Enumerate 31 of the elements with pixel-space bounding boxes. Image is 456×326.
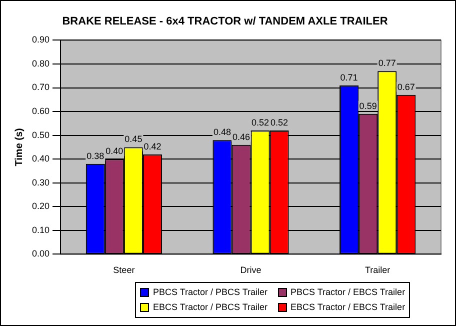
data-label: 0.52 (270, 118, 288, 128)
x-tick-label: Steer (113, 265, 135, 276)
legend-label: EBCS Tractor / EBCS Trailer (290, 301, 406, 314)
data-label: 0.38 (86, 150, 104, 161)
x-tick-label: Drive (240, 265, 262, 276)
y-tick-label: 0.50 (32, 130, 50, 140)
y-tick-label: 0.40 (32, 154, 50, 164)
y-tick-label: 0.80 (32, 58, 50, 68)
data-label: 0.48 (213, 127, 231, 138)
y-axis-title: Time (s) (14, 128, 25, 166)
data-label: 0.59 (359, 100, 377, 111)
data-label: 0.46 (232, 132, 250, 142)
data-label: 0.71 (340, 72, 358, 82)
y-tick-label: 0.30 (32, 177, 50, 188)
data-label: 0.42 (144, 141, 162, 152)
chart-title: BRAKE RELEASE - 6x4 TRACTOR w/ TANDEM AXLE TRAILER (62, 16, 388, 28)
data-label: 0.77 (378, 58, 396, 68)
x-tick-label: Trailer (365, 265, 390, 276)
y-tick-label: 0.70 (32, 82, 50, 92)
y-tick-label: 0.90 (32, 34, 50, 45)
y-tick-label: 0.20 (32, 201, 50, 212)
data-label: 0.40 (106, 146, 124, 156)
legend-label: EBCS Tractor / PBCS Trailer (153, 301, 268, 314)
y-tick-label: 0.60 (32, 106, 50, 116)
data-label: 0.52 (252, 118, 270, 128)
legend-label: PBCS Tractor / PBCS Trailer (153, 286, 268, 299)
data-label: 0.45 (124, 134, 142, 144)
data-label: 0.67 (397, 82, 415, 92)
y-tick-label: 0.00 (32, 248, 50, 259)
legend-label: PBCS Tractor / EBCS Trailer (290, 286, 406, 299)
y-tick-label: 0.10 (32, 224, 50, 235)
